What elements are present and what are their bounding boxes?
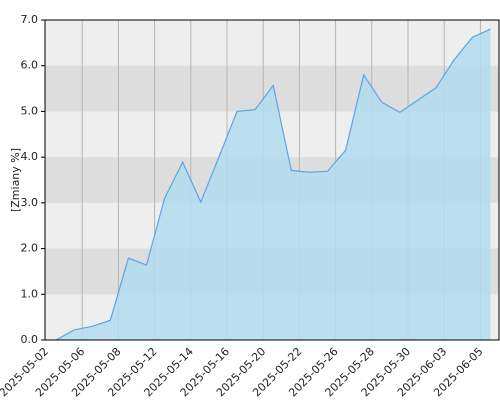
area xyxy=(56,29,491,341)
plot-frame xyxy=(44,19,500,341)
line xyxy=(55,28,491,341)
y-axis-label: [Zmiany %] xyxy=(9,148,22,212)
y-tick-label: 6.0 xyxy=(21,59,39,72)
y-tick-label: 7.0 xyxy=(21,13,39,26)
y-tick-label: 3.0 xyxy=(21,196,39,209)
y-tick-label: 5.0 xyxy=(21,104,39,117)
y-tick-label: 2.0 xyxy=(21,242,39,255)
y-tick-label: 1.0 xyxy=(21,287,39,300)
y-tick-label: 0.0 xyxy=(21,333,39,346)
y-tick-label: 4.0 xyxy=(21,150,39,163)
